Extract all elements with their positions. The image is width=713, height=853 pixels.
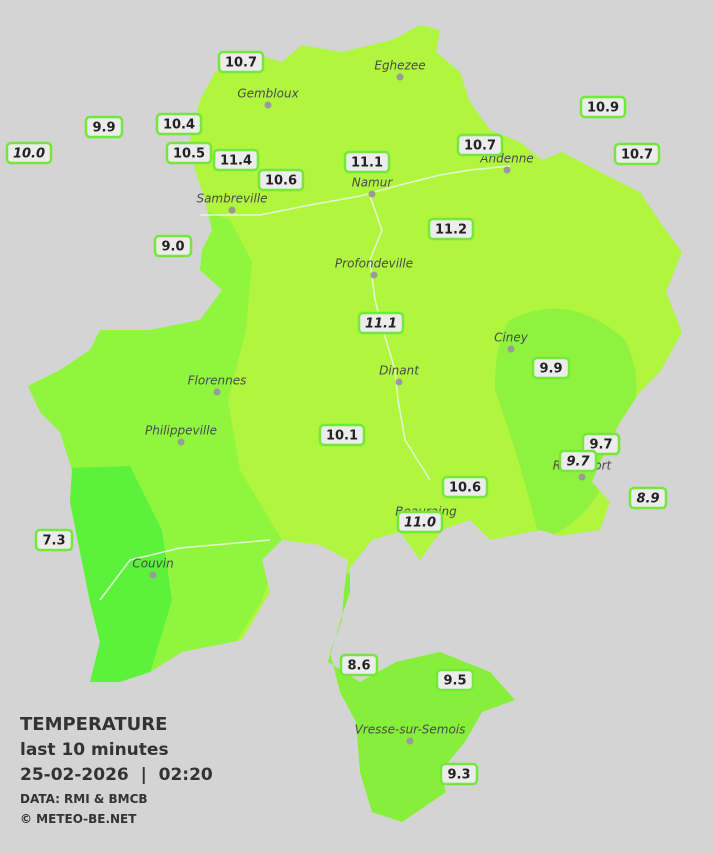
legend-copyright: © METEO-BE.NET (20, 812, 137, 826)
station-value: 10.6 (265, 174, 297, 189)
river (99, 539, 271, 601)
station-box (257, 168, 305, 192)
city-dot (228, 206, 236, 214)
station-box (217, 50, 265, 74)
station-box (212, 148, 260, 172)
station-box (339, 653, 379, 677)
station-value: 9.9 (539, 362, 562, 377)
station-box (84, 115, 124, 139)
legend-source: DATA: RMI & BMCB (20, 792, 148, 806)
station-value: 10.7 (225, 56, 257, 71)
city-dot (213, 388, 221, 396)
city-dot (503, 166, 511, 174)
station-value: 8.6 (347, 659, 370, 674)
station-box (441, 475, 489, 499)
city-dot (368, 190, 376, 198)
station-value: 10.0 (13, 147, 45, 162)
station-value: 9.3 (447, 768, 470, 783)
city-label: Gembloux (237, 87, 299, 101)
city-dot (264, 101, 272, 109)
city-label: Vresse-sur-Semois (355, 723, 466, 737)
city-dot (406, 737, 414, 745)
station-box (439, 762, 479, 786)
city-label: Florennes (188, 374, 247, 388)
station-value: 9.0 (161, 240, 184, 255)
station-value: 9.7 (566, 455, 590, 470)
station-box (581, 432, 621, 456)
cities: EghezeeGemblouxAndenneNamurSambrevillePr… (132, 59, 613, 745)
city-dot (177, 438, 185, 446)
station-box (558, 449, 598, 473)
city-dot (395, 378, 403, 386)
station-box (155, 112, 203, 136)
station-value: 10.1 (326, 429, 358, 444)
city-label: Eghezee (374, 59, 425, 73)
station-box (34, 528, 74, 552)
city-label: Philippeville (145, 424, 217, 438)
city-label: Ciney (494, 331, 529, 345)
station-box (343, 150, 391, 174)
legend-datetime: 25-02-2026 | 02:20 (20, 765, 213, 785)
station-value: 10.4 (163, 118, 195, 133)
stations: 10.7 10.4 9.9 10.0 10.5 11.4 10.6 11.1 10.7 10.9 1… (5, 50, 668, 786)
station-value: 11.1 (365, 317, 397, 332)
legend-subtitle: last 10 minutes (20, 740, 169, 760)
city-dot (149, 571, 157, 579)
station-box (396, 510, 444, 534)
city-label: Namur (352, 176, 394, 190)
station-box (427, 217, 475, 241)
legend-title: TEMPERATURE (20, 714, 167, 735)
station-box (628, 486, 668, 510)
station-box (579, 95, 627, 119)
station-value: 10.6 (449, 481, 481, 496)
city-label: Profondeville (335, 257, 413, 271)
legend: TEMPERATURE last 10 minutes 25-02-2026 |… (20, 714, 213, 826)
city-dot (507, 345, 515, 353)
station-box (531, 356, 571, 380)
station-value: 11.2 (435, 223, 467, 238)
city-dot (396, 73, 404, 81)
station-value: 11.1 (351, 156, 383, 171)
station-box (456, 133, 504, 157)
city-dot (370, 271, 378, 279)
station-box (5, 141, 53, 165)
city-label: Sambreville (196, 192, 267, 206)
city-dot (578, 473, 586, 481)
station-box (153, 234, 193, 258)
station-value: 9.9 (92, 121, 115, 136)
station-box (357, 311, 405, 335)
station-value: 11.0 (404, 516, 436, 531)
station-value: 10.7 (621, 148, 653, 163)
station-value: 9.5 (443, 674, 466, 689)
station-box (318, 423, 366, 447)
city-label: Dinant (379, 364, 420, 378)
station-value: 9.7 (589, 438, 612, 453)
station-value: 10.9 (587, 101, 619, 116)
station-value: 8.9 (636, 492, 659, 507)
station-box (165, 141, 213, 165)
station-value: 7.3 (42, 534, 65, 549)
station-value: 10.5 (173, 147, 205, 162)
station-box (435, 668, 475, 692)
station-value: 11.4 (220, 154, 252, 169)
city-label: Couvin (132, 557, 173, 571)
station-value: 10.7 (464, 139, 496, 154)
river (200, 165, 511, 216)
station-box (613, 142, 661, 166)
